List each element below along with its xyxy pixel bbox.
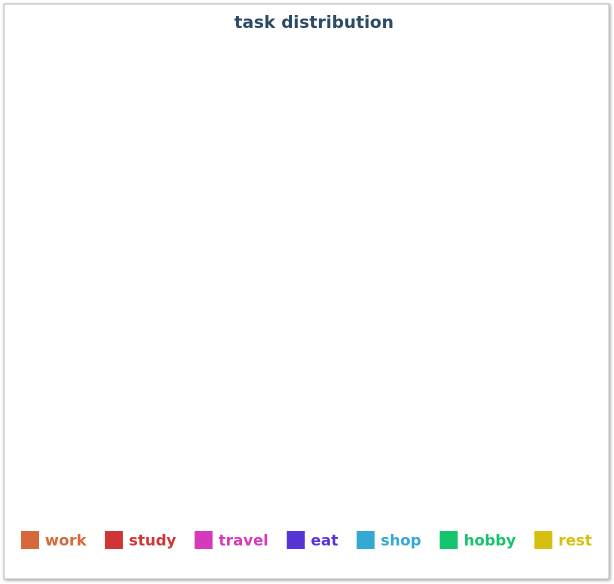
legend-swatch: [439, 531, 458, 549]
legend-label: rest: [558, 532, 592, 550]
legend-label: travel: [219, 532, 269, 550]
chart-frame: [3, 3, 610, 580]
chart-title: task distribution: [234, 13, 393, 33]
legend-swatch: [356, 531, 375, 549]
legend-swatch: [194, 531, 213, 549]
legend-swatch: [104, 531, 123, 549]
legend-swatch: [286, 531, 305, 549]
legend-swatch: [534, 531, 553, 549]
legend-label: work: [45, 532, 88, 550]
legend-label: shop: [381, 532, 422, 550]
legend-label: eat: [311, 532, 338, 550]
legend-label: study: [129, 532, 177, 550]
legend: work study travel eat shop hobby rest: [21, 531, 592, 550]
legend-label: hobby: [464, 532, 516, 550]
legend-swatch: [21, 531, 39, 549]
